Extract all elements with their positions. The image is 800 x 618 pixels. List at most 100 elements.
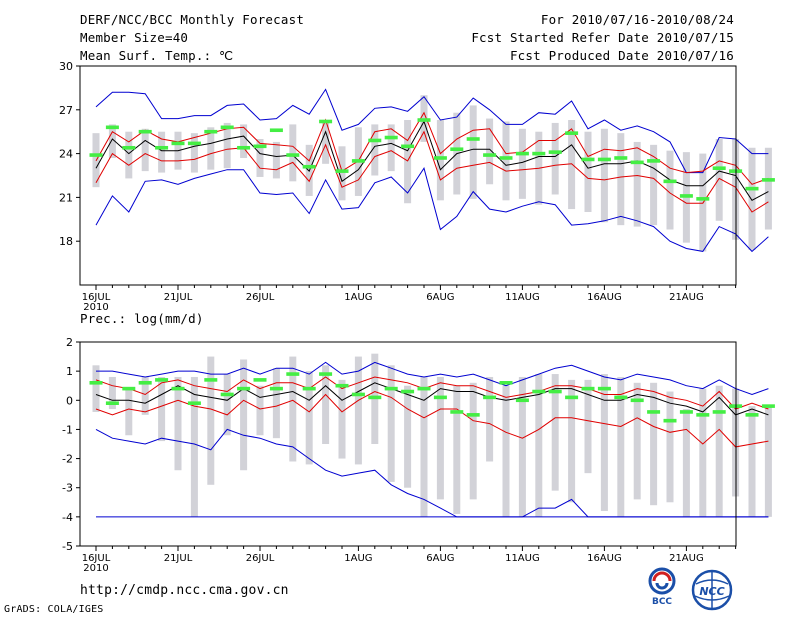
p2-ensemble-box [584, 379, 592, 474]
p2-median-mark [515, 398, 529, 403]
p2-ensemble-box [174, 376, 182, 471]
p2-median-mark [237, 386, 251, 391]
p1-ensemble-box [764, 147, 772, 230]
p1-ensemble-box [551, 122, 559, 195]
p2-y-tick-label: 0 [66, 394, 73, 407]
p2-median-mark [745, 413, 759, 417]
p1-ensemble-box [748, 147, 756, 250]
p2-median-mark [105, 401, 119, 405]
p1-median-mark [122, 145, 136, 150]
p2-ensemble-box [486, 376, 494, 462]
p1-ensemble-box [256, 139, 264, 177]
p1-median-mark [630, 160, 644, 165]
p1-spread-lower-line [95, 130, 769, 213]
p2-spread-upper-line [95, 376, 769, 410]
p2-median-mark [351, 392, 365, 397]
fcst-produced-date: Fcst Produced Date 2010/07/16 [509, 48, 734, 63]
p1-median-mark [581, 157, 595, 162]
p1-ensemble-box [289, 124, 297, 182]
variable-label: Mean Surf. Temp.: ℃ [80, 48, 234, 63]
bcc-logo: BCC [648, 567, 676, 606]
p1-ensemble-box [633, 141, 641, 227]
p1-median-mark [269, 128, 283, 133]
p2-max-line [96, 361, 769, 396]
p1-x-tick-label: 6AUG [426, 292, 454, 303]
p1-ensemble-box [486, 118, 494, 185]
p2-median-mark [302, 386, 316, 391]
p2-median-mark [696, 413, 710, 417]
p1-ensemble-box [617, 133, 625, 226]
p1-median-mark [220, 125, 234, 130]
p2-ensemble-box [256, 385, 264, 436]
p2-median-mark [712, 410, 726, 414]
panel2-label: Prec.: log(mm/d) [80, 311, 204, 326]
p2-median-mark [647, 410, 661, 414]
p1-x-tick-year: 2010 [83, 302, 108, 313]
p2-median-mark [630, 398, 644, 403]
p1-ensemble-box [223, 122, 231, 169]
p1-median-mark [187, 141, 201, 146]
p1-median-mark [663, 179, 677, 184]
p1-ensemble-box [584, 131, 592, 212]
p1-ensemble-box [436, 120, 444, 201]
member-size: Member Size=40 [80, 30, 189, 45]
p1-median-mark [466, 137, 480, 141]
p2-ensemble-box [764, 406, 772, 517]
p2-ensemble-mean-line [95, 382, 769, 416]
p2-y-tick-label: 2 [66, 336, 73, 349]
p2-median-mark [450, 410, 464, 414]
p1-median-mark [155, 145, 169, 150]
p2-median-mark [269, 386, 283, 391]
p2-median-mark [253, 378, 267, 382]
p2-ensemble-box [240, 359, 248, 471]
p1-ensemble-box [141, 128, 149, 172]
p2-ensemble-box [682, 409, 690, 517]
p1-ensemble-box [650, 144, 658, 226]
p2-median-mark [614, 395, 628, 400]
p2-ensemble-box [453, 385, 461, 514]
p2-y-tick-label: -3 [62, 482, 73, 495]
p2-ensemble-box [535, 374, 543, 517]
p2-ensemble-box [420, 376, 428, 517]
p1-ensemble-box [322, 120, 330, 164]
p1-ensemble-box [190, 133, 198, 173]
p1-ensemble-box [338, 146, 346, 201]
p1-median-mark [647, 159, 661, 163]
p2-ensemble-box [469, 382, 477, 500]
p2-median-mark [548, 389, 562, 394]
p1-x-tick-label: 1AUG [344, 292, 372, 303]
ncc-logo-text: NCC [699, 585, 724, 598]
p2-ensemble-box [518, 376, 526, 517]
p1-median-mark [483, 153, 497, 157]
p2-median-mark [319, 372, 333, 376]
p1-median-mark [138, 129, 152, 134]
p2-ensemble-box [404, 385, 412, 488]
p1-ensemble-box [404, 120, 412, 204]
p1-median-mark [204, 129, 218, 134]
p1-ensemble-box [240, 124, 248, 158]
p2-ensemble-box [141, 376, 149, 415]
p1-median-mark [761, 178, 775, 182]
p1-median-mark [515, 151, 529, 156]
p2-median-mark [89, 381, 103, 385]
p1-max-line [95, 88, 769, 174]
p1-ensemble-box [666, 150, 674, 230]
p1-x-tick-label: 26JUL [246, 292, 275, 303]
p1-median-mark [302, 164, 316, 169]
p2-median-mark [597, 386, 611, 391]
p2-x-tick-label: 16AUG [587, 553, 622, 564]
p2-ensemble-box [715, 385, 723, 517]
p2-median-mark [679, 410, 693, 414]
p2-ensemble-box [633, 382, 641, 500]
p1-ensemble-box [518, 128, 526, 199]
p2-ensemble-box [305, 371, 313, 465]
p1-x-tick-label: 11AUG [505, 292, 540, 303]
p2-median-mark [204, 378, 218, 382]
p1-y-tick-label: 18 [59, 235, 73, 248]
p1-ensemble-box [568, 120, 576, 210]
source-url[interactable]: http://cmdp.ncc.cma.gov.cn [80, 583, 289, 598]
p2-ensemble-box [223, 374, 231, 436]
p2-ensemble-box [108, 376, 116, 410]
p1-median-mark [237, 145, 251, 150]
